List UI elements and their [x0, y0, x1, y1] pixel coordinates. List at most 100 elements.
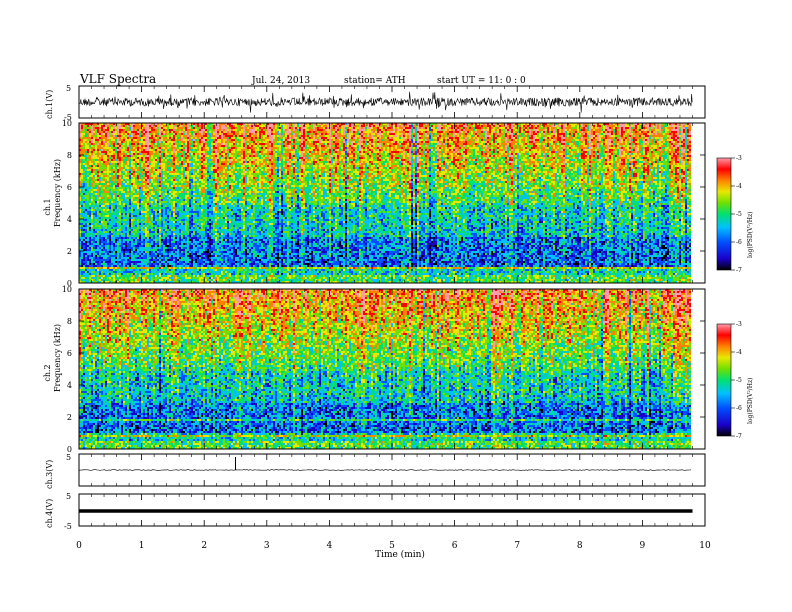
spectrogram-cell — [411, 125, 413, 127]
spectrogram-cell — [97, 125, 99, 127]
spectrogram-cell — [487, 125, 489, 127]
spectrogram-cell — [269, 127, 271, 129]
spectrogram-cell — [171, 125, 173, 127]
spectrogram-cell — [327, 125, 329, 127]
spectrogram-cell — [97, 127, 99, 129]
spectrogram-cell — [243, 125, 245, 127]
spectrogram-cell — [101, 125, 103, 127]
spectrogram-cell — [211, 127, 213, 129]
spectrogram-cell — [419, 125, 421, 127]
spectrogram-cell — [111, 127, 113, 129]
spectrogram-cell — [173, 125, 175, 127]
spectrogram-cell — [205, 127, 207, 129]
spectrogram-cell — [481, 125, 483, 127]
spectrogram-cell — [233, 125, 235, 127]
spectrogram-cell — [223, 125, 225, 127]
spectrogram-cell — [283, 125, 285, 127]
spectrogram-cell — [275, 125, 277, 127]
spectrogram-cell — [405, 125, 407, 127]
spectrogram-cell — [237, 125, 239, 127]
spectrogram-cell — [433, 125, 435, 127]
spectrogram-cell — [159, 127, 161, 129]
date-label: Jul. 24, 2013 — [251, 76, 310, 86]
spectrogram-cell — [225, 127, 227, 129]
spectrogram-cell — [147, 127, 149, 129]
spectrogram-cell — [287, 127, 289, 129]
spectrogram-cell — [231, 125, 233, 127]
spectrogram-cell — [157, 127, 159, 129]
spectrogram-cell — [437, 125, 439, 127]
spectrogram-cell — [527, 125, 529, 127]
figure-title: VLF Spectra — [79, 72, 156, 86]
spectrogram-cell — [177, 125, 179, 127]
spectrogram-cell — [221, 125, 223, 127]
spectrogram-cell — [299, 127, 301, 129]
spectrogram-cell — [183, 125, 185, 127]
spectrogram-cell — [255, 125, 257, 127]
spectrogram-cell — [151, 125, 153, 127]
spectrogram-cell — [625, 125, 627, 127]
spectrogram-cell — [105, 127, 107, 129]
spectrogram-cell — [519, 125, 521, 127]
spectrogram-cell — [139, 127, 141, 129]
spectrogram-cell — [555, 125, 557, 127]
spectrogram-cell — [117, 125, 119, 127]
spectrogram-cell — [599, 125, 601, 127]
spectrogram-cell — [183, 127, 185, 129]
spectrogram-cell — [505, 125, 507, 127]
spectrogram-cell — [515, 125, 517, 127]
spectrogram-cell — [475, 125, 477, 127]
spectrogram-cell — [191, 125, 193, 127]
spectrogram-cell — [591, 125, 593, 127]
spectrogram-cell — [343, 125, 345, 127]
spectrogram-cell — [423, 125, 425, 127]
spectrogram-cell — [145, 125, 147, 127]
spectrogram-cell — [221, 127, 223, 129]
spectrogram-cell — [235, 125, 237, 127]
spectrogram-cell — [247, 125, 249, 127]
spectrogram-cell — [651, 125, 653, 127]
spectrogram-cell — [293, 125, 295, 127]
spectrogram-cell — [303, 125, 305, 127]
spectrogram-cell — [593, 125, 595, 127]
spectrogram-cell — [167, 127, 169, 129]
spectrogram-cell — [337, 125, 339, 127]
spectrogram-cell — [431, 125, 433, 127]
spectrogram-cell — [137, 127, 139, 129]
spectrogram-cell — [513, 125, 515, 127]
spectrogram-cell — [175, 127, 177, 129]
spectrogram-cell — [165, 127, 167, 129]
spectrogram-cell — [189, 125, 191, 127]
spectrogram-cell — [197, 125, 199, 127]
spectrogram-cell — [339, 125, 341, 127]
spectrogram-cell — [401, 125, 403, 127]
spectrogram-cell — [99, 125, 101, 127]
spectrogram-cell — [281, 125, 283, 127]
spectrogram-cell — [105, 125, 107, 127]
spectrogram-cell — [643, 125, 645, 127]
spectrogram-cell — [201, 125, 203, 127]
spectrogram-cell — [663, 125, 665, 127]
spectrogram-cell — [499, 125, 501, 127]
spectrogram-cell — [273, 127, 275, 129]
spectrogram-cell — [159, 125, 161, 127]
spectrogram-cell — [577, 125, 579, 127]
spectrogram-cell — [263, 127, 265, 129]
spectrogram-cell — [637, 125, 639, 127]
spectrogram-cell — [81, 125, 83, 127]
spectrogram-cell — [575, 125, 577, 127]
station-label: station= ATH — [344, 76, 406, 86]
spectrogram-cell — [131, 125, 133, 127]
spectrogram-cell — [245, 127, 247, 129]
spectrogram-cell — [367, 125, 369, 127]
spectrogram-cell — [195, 125, 197, 127]
spectrogram-cell — [211, 125, 213, 127]
spectrogram-cell — [157, 125, 159, 127]
spectrogram-cell — [649, 125, 651, 127]
spectrogram-cell — [361, 125, 363, 127]
spectrogram-cell — [241, 127, 243, 129]
spectrogram-cell — [175, 125, 177, 127]
spectrogram-cell — [607, 125, 609, 127]
spectrogram-cell — [509, 125, 511, 127]
spectrogram-cell — [525, 125, 527, 127]
